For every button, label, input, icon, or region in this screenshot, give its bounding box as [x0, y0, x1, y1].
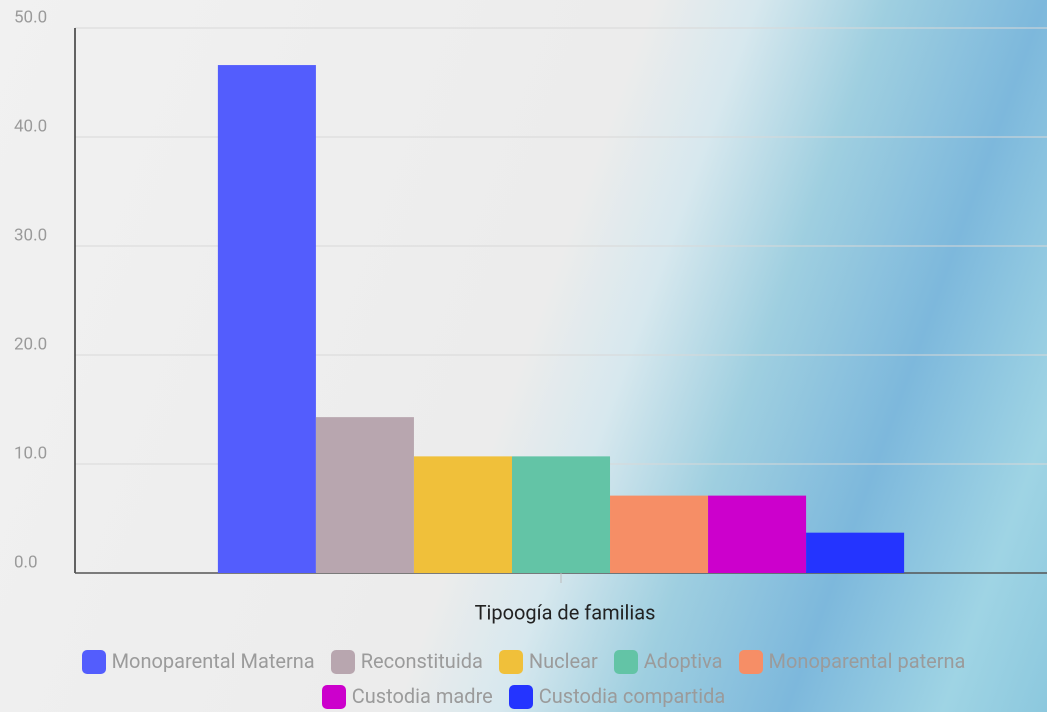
legend-item[interactable]: Monoparental paterna — [738, 646, 966, 677]
legend-item[interactable]: Nuclear — [498, 646, 598, 677]
legend-label: Nuclear — [528, 649, 598, 673]
legend-label: Reconstituida — [360, 649, 483, 673]
legend-label: Monoparental Materna — [111, 649, 315, 673]
bar — [511, 456, 611, 573]
x-axis-label: Tipoogía de familias — [475, 600, 656, 624]
legend-item[interactable]: Custodia madre — [321, 681, 493, 712]
legend-item[interactable]: Adoptiva — [613, 646, 723, 677]
legend-swatch — [321, 684, 346, 709]
legend-swatch — [508, 684, 533, 709]
legend-item[interactable]: Custodia compartida — [508, 681, 726, 712]
y-tick-label: 50.0 — [14, 7, 47, 27]
bar — [217, 65, 316, 573]
y-tick-label: 20.0 — [14, 334, 47, 354]
bar — [413, 456, 512, 573]
legend: Monoparental Materna Reconstituida Nuclear… — [0, 646, 1047, 712]
legend-swatch — [498, 649, 523, 674]
bar — [708, 495, 807, 573]
bar — [315, 417, 414, 573]
y-tick-label: 40.0 — [14, 116, 47, 136]
legend-label: Monoparental paterna — [768, 649, 966, 673]
legend-label: Custodia compartida — [538, 684, 726, 708]
legend-item[interactable]: Reconstituida — [330, 646, 483, 677]
chart: Tipoogía de familias 0.0 10.0 20.0 30.0 40.0… — [14, 7, 1047, 624]
legend-swatch — [613, 649, 638, 674]
legend-swatch — [81, 649, 106, 674]
y-tick-label: 30.0 — [14, 225, 47, 245]
legend-label: Custodia madre — [351, 684, 493, 708]
legend-item[interactable]: Monoparental Materna — [81, 646, 315, 677]
y-tick-label: 10.0 — [14, 443, 47, 463]
bar — [806, 532, 905, 573]
legend-swatch — [738, 649, 763, 674]
bar — [610, 495, 709, 573]
y-tick-label: 0.0 — [14, 552, 38, 572]
legend-swatch — [330, 649, 355, 674]
legend-label: Adoptiva — [643, 649, 723, 673]
